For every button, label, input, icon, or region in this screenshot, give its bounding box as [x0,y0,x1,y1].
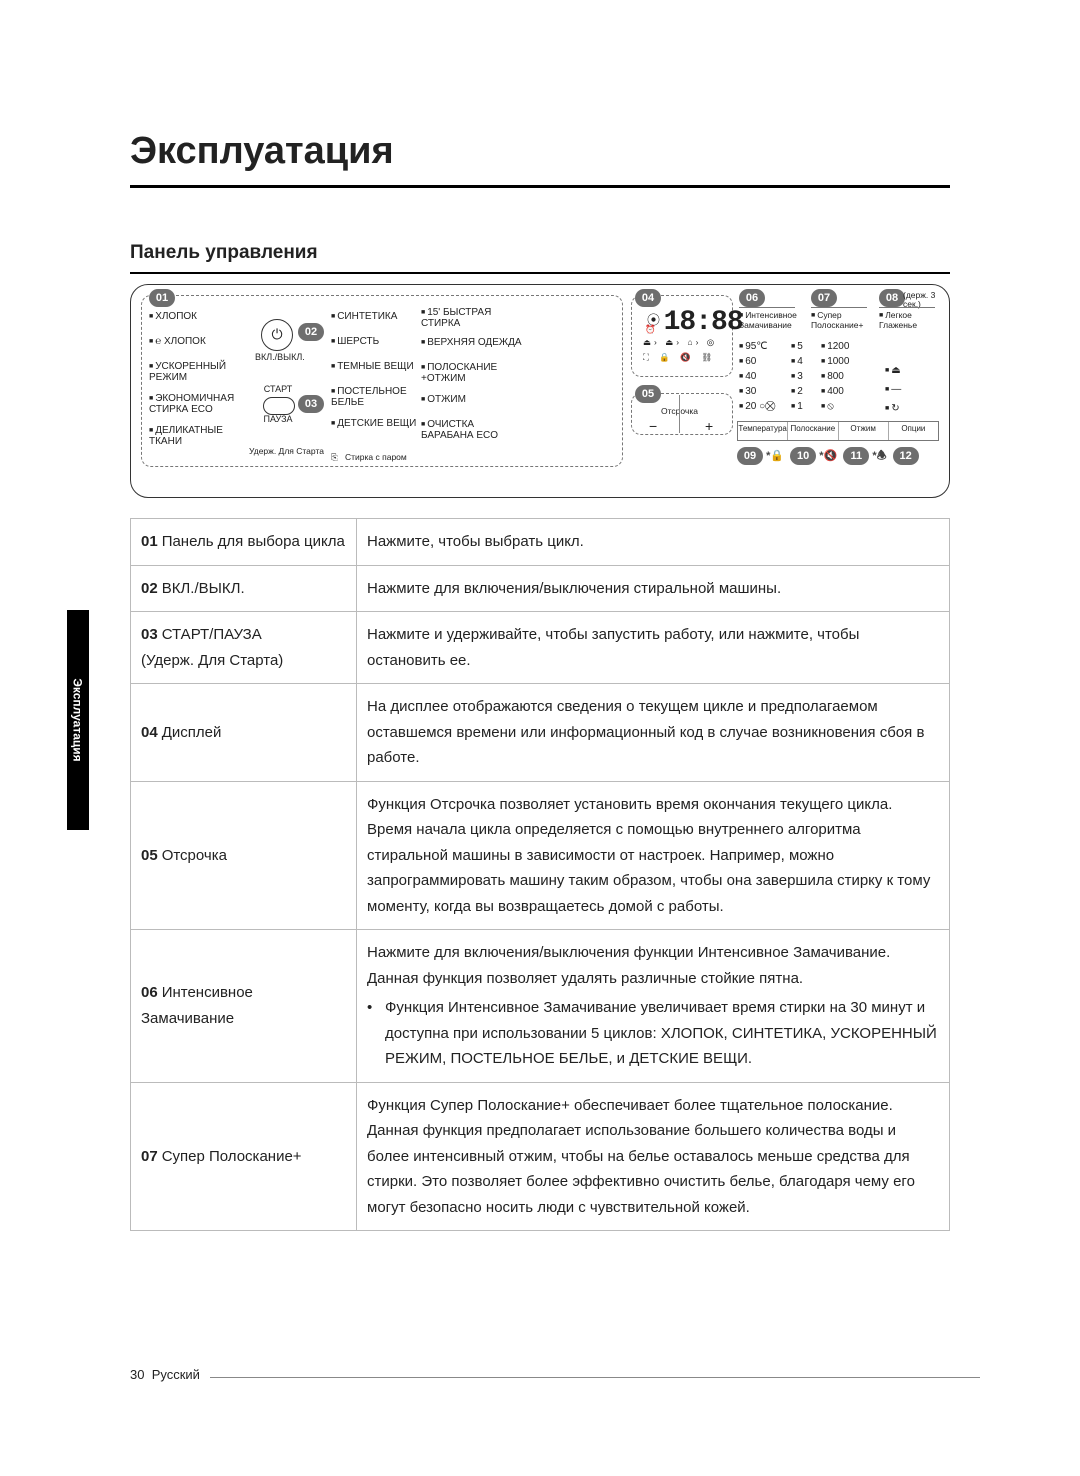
program-item: ℮ ХЛОПОК [149,336,234,347]
table-row-desc: На дисплее отображаются сведения о текущ… [357,684,950,782]
program-item: ХЛОПОК [149,311,234,322]
program-item: ПОСТЕЛЬНОЕ БЕЛЬЕ [331,386,416,408]
rinse-item: 3 [791,371,803,382]
program-item: ЭКОНОМИЧНАЯ СТИРКА ECO [149,393,234,415]
opt-rinsep: Супер Полоскание+ [811,311,863,330]
spin-item: 1000 [821,356,849,367]
btn-opts: Опции [889,422,938,440]
badge-07: 07 [811,289,837,307]
program-item: ВЕРХНЯЯ ОДЕЖДА [421,337,522,348]
display-icons-row1: ⏏› ⏏› ⌂› ◎ [643,338,717,347]
page-footer: 30 Русский [130,1367,980,1382]
rinse-item: 5 [791,341,803,352]
table-row-desc: Нажмите для включения/выключения стираль… [357,565,950,612]
badge-11: 11 [843,447,869,465]
table-row-label: 05Отсрочка [131,781,357,930]
badge-09: 09 [737,447,763,465]
table-row-label: 01Панель для выбора цикла [131,519,357,566]
table-row-desc: Функция Отсрочка позволяет установить вр… [357,781,950,930]
badge-06: 06 [739,289,765,307]
rinse-item: 4 [791,356,803,367]
temp-item: 60 [739,356,775,367]
spin-item: ⦸ [821,401,849,412]
table-row-label: 07Супер Полоскание+ [131,1082,357,1231]
program-item: ДЕЛИКАТНЫЕ ТКАНИ [149,425,234,447]
control-panel-diagram: 01 ⏻ 02 ВКЛ./ВЫКЛ. СТАРТ 03 ПАУЗА Удерж.… [130,284,950,498]
start-button-outline [263,397,295,415]
program-item: 15' БЫСТРАЯ СТИРКА [421,307,522,329]
page-number: 30 [130,1367,144,1382]
program-item: ШЕРСТЬ [331,336,416,347]
table-row-desc: Нажмите и удерживайте, чтобы запустить р… [357,612,950,684]
badge-10: 10 [790,447,816,465]
display-digits: 18:88 [664,307,743,338]
rinse-item: 2 [791,386,803,397]
opt-icon-item: ⏏ [885,365,901,376]
power-label: ВКЛ./ВЫКЛ. [255,353,305,363]
table-row-desc: Нажмите для включения/выключения функции… [357,930,950,1083]
spin-item: 400 [821,386,849,397]
program-item: ОТЖИМ [421,394,522,405]
title-rule [130,185,950,188]
page-title: Эксплуатация [130,130,950,173]
temp-item: 95℃ [739,341,775,352]
temp-item: 20 ○⛒ [739,401,775,412]
rinse-item: 1 [791,401,803,412]
program-item: ТЕМНЫЕ ВЕЩИ [331,361,416,372]
section-rule [130,272,950,274]
page-lang: Русский [152,1367,200,1382]
side-tab: Эксплуатация [67,610,89,830]
display-icons-row2: ⛶ 🔒 🔇 ⛓ [643,353,716,362]
spin-item: 800 [821,371,849,382]
program-item: ДЕТСКИЕ ВЕЩИ [331,418,416,429]
power-icon: ⏻ [261,319,293,351]
section-heading: Панель управления [130,242,950,264]
table-row-desc: Функция Супер Полоскание+ обеспечивает б… [357,1082,950,1231]
start-label-top: СТАРТ [253,385,303,395]
btn-rinse: Полоскание [788,422,838,440]
description-table: 01Панель для выбора циклаНажмите, чтобы … [130,518,950,1231]
btn-spin: Отжим [839,422,889,440]
opt-iron: Легкое Глаженье [879,311,917,330]
table-row-label: 06Интенсивное Замачивание [131,930,357,1083]
badge-01: 01 [149,289,175,307]
badge-08: 08 [879,289,905,307]
btn-temp: Температура [738,422,788,440]
table-row-label: 02ВКЛ./ВЫКЛ. [131,565,357,612]
badge-12: 12 [893,447,919,465]
steam-label: Стирка с паром [345,453,407,462]
badge-02: 02 [298,323,324,341]
hold-start-label: Удерж. Для Старта [249,447,324,456]
program-item: ОЧИСТКА БАРАБАНА ECO [421,419,522,441]
steam-icon: ⎘ [331,453,338,462]
spin-item: 1200 [821,341,849,352]
side-tab-text: Эксплуатация [71,678,85,761]
opt-icon-item: ↻ [885,403,901,414]
opt-soak: Интенсивное Замачивание [739,311,797,330]
program-item: ПОЛОСКАНИЕ +ОТЖИМ [421,362,522,384]
program-item: СИНТЕТИКА [331,311,416,322]
badge-05: 05 [635,385,661,403]
table-row-label: 04Дисплей [131,684,357,782]
opt-icon-item: ― [885,384,901,395]
delay-minus: − [649,419,657,434]
start-label-bot: ПАУЗА [253,415,303,425]
program-item: УСКОРЕННЫЙ РЕЖИМ [149,361,234,383]
badge-04: 04 [635,289,661,307]
badge-03: 03 [298,395,324,413]
table-row-desc: Нажмите, чтобы выбрать цикл. [357,519,950,566]
delay-plus: + [705,419,713,434]
temp-item: 40 [739,371,775,382]
temp-item: 30 [739,386,775,397]
table-row-label: 03СТАРТ/ПАУЗА(Удерж. Для Старта) [131,612,357,684]
